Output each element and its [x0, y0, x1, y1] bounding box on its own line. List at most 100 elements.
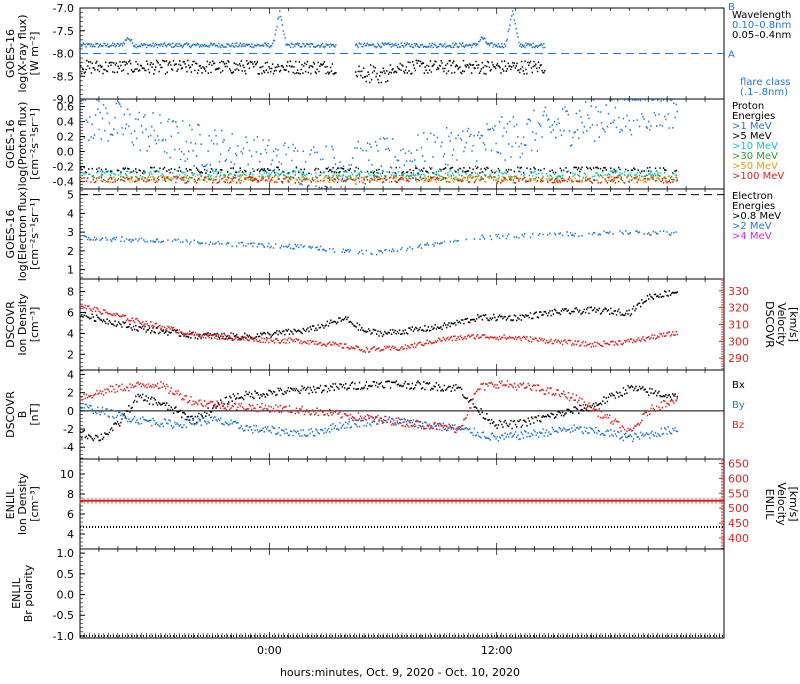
y-axis-label: log(Electron flux) [16, 187, 29, 281]
y2-tick-label: 330 [728, 285, 749, 298]
series-points [80, 402, 678, 443]
y-tick-label: -0.5 [53, 609, 74, 622]
y-tick-label: 0 [67, 405, 74, 418]
y-axis-label: Br polarity [22, 564, 35, 622]
series-by [80, 402, 678, 443]
legend-label: >10 MeV [732, 141, 778, 152]
y-axis-label: GOES-16 [4, 209, 17, 258]
y-tick-label: 1 [67, 264, 74, 277]
y2-axis-label: ENLIL [763, 489, 776, 521]
y-axis-label: ENLIL [4, 488, 17, 520]
panel-frame [79, 278, 725, 371]
y-tick-label: 4 [67, 327, 74, 340]
y-tick-label: 4 [67, 528, 74, 541]
y-tick-label: 3 [67, 226, 74, 239]
y-axis-label: DSCOVR [4, 391, 17, 438]
series-points [80, 166, 677, 174]
y-axis-label: ENLIL [10, 577, 23, 609]
y-tick-label: 0.0 [57, 589, 75, 602]
y-axis-label: [W m⁻²] [28, 32, 41, 76]
y2-tick-label: 400 [728, 532, 749, 545]
y2-axis-label: [km/s] [787, 307, 800, 342]
y-tick-label: 6 [67, 306, 74, 319]
y-tick-label: -0.2 [53, 161, 74, 174]
x-tick-label: 0:00 [257, 644, 282, 657]
y-tick-label: -7.5 [53, 25, 74, 38]
legend-label: >5 MeV [732, 131, 772, 142]
y2-tick-label: 550 [728, 487, 749, 500]
legend-label: Bx [732, 380, 745, 391]
y-tick-label: -7.0 [53, 2, 74, 15]
y-tick-label: 4 [67, 207, 74, 220]
legend-label: >4 MeV [732, 231, 772, 242]
y-tick-label: 0.6 [57, 101, 75, 114]
y-tick-label: -8.0 [53, 48, 74, 61]
y-axis-label: B [16, 411, 29, 419]
legend-label: Electron [732, 191, 773, 202]
y-axis-label: log(X-ray flux) [16, 15, 29, 93]
y2-tick-label: 300 [728, 335, 749, 348]
series--5-mev [80, 166, 677, 174]
y-tick-label: -8.5 [53, 70, 74, 83]
y-axis-label: [cm⁻²s⁻¹sr⁻¹] [28, 198, 41, 270]
legend-label: >50 MeV [732, 161, 778, 172]
series-points [80, 290, 678, 340]
series-points [80, 380, 678, 442]
y-tick-label: 2 [67, 348, 74, 361]
y-tick-label: 5 [67, 189, 74, 202]
y-axis-label: GOES-16 [4, 29, 17, 78]
legend-label: Bz [732, 420, 744, 431]
series-points [82, 230, 677, 256]
panel-frame [79, 369, 725, 460]
y2-tick-label: 450 [728, 517, 749, 530]
y-axis-label: GOES-16 [4, 119, 17, 168]
y2-tick-label: 500 [728, 502, 749, 515]
legend-label: >100 MeV [732, 171, 784, 182]
x-tick-label: 12:00 [481, 644, 513, 657]
y-tick-label: 8 [67, 488, 74, 501]
legend-label: Proton [732, 101, 764, 112]
legend-label: 0.10–0.8nm [732, 20, 791, 31]
legend-label: 0.05–0.4nm [732, 30, 791, 41]
y-tick-label: 2 [67, 387, 74, 400]
y-tick-label: 6 [67, 508, 74, 521]
y-tick-label: 2 [67, 245, 74, 258]
legend-label: By [732, 400, 745, 411]
y-tick-label: 0.0 [57, 146, 75, 159]
y-tick-label: 4 [67, 369, 74, 382]
y2-axis-label: DSCOVR [763, 301, 776, 348]
series-0-05-0-4nm [80, 59, 546, 84]
legend-label: flare class [740, 77, 790, 88]
y-axis-label: DSCOVR [4, 301, 17, 348]
series-0-10-0-8nm [80, 10, 546, 49]
y-tick-label: 0.5 [57, 568, 75, 581]
y-tick-label: 0.4 [57, 116, 75, 129]
reference-line-label: A [728, 50, 735, 61]
legend-label: >0.8 MeV [732, 211, 781, 222]
legend-label: >1 MeV [732, 121, 772, 132]
panel-goes-proton: -0.4 -0.2 0.0 0.2 0.4 0.6 GOES-16 log(Proton fl… [4, 98, 784, 190]
panel-enlil-polarity: -1.0 -0.5 0.0 0.5 1.0 ENLIL Br polarity [10, 547, 725, 643]
y-axis-label: Ion Density [16, 293, 29, 356]
y-tick-label: 8 [67, 286, 74, 299]
y2-axis-label: [km/s] [787, 486, 800, 521]
series-ion-density [80, 290, 678, 340]
y-axis-label: [nT] [28, 403, 41, 425]
legend-label: >30 MeV [732, 151, 778, 162]
panel-dscovr-bfield: -4 -2 0 2 4 DSCOVR B [nT] Bx By Bz [4, 369, 745, 460]
y-tick-label: -9.0 [53, 93, 74, 106]
y-tick-label: 10 [60, 468, 74, 481]
series-velocity [79, 497, 724, 504]
y2-tick-label: 650 [728, 457, 749, 470]
y-tick-label: -4 [63, 441, 74, 454]
series-bx [80, 380, 678, 442]
series-points [80, 59, 546, 84]
y2-tick-label: 320 [728, 302, 749, 315]
series--1-mev [80, 99, 678, 189]
y-axis-label: [cm⁻²s⁻¹sr⁻¹] [28, 108, 41, 180]
panel-goes-electron: 1 2 3 4 5 GOES-16 log(Electron flux) [cm⁻²s⁻¹sr… [4, 187, 781, 281]
